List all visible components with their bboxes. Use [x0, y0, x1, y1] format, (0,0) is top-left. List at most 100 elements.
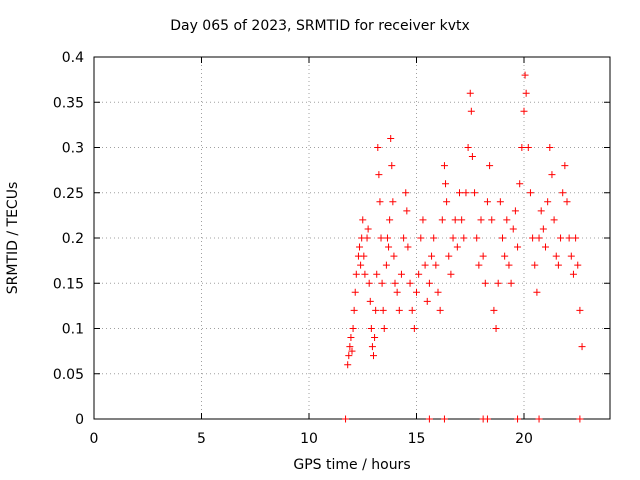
data-point	[359, 216, 367, 224]
data-point	[370, 352, 377, 360]
data-point	[404, 243, 412, 251]
data-point	[501, 252, 509, 260]
data-point	[451, 216, 459, 224]
data-point	[348, 347, 356, 355]
data-point	[492, 325, 500, 332]
data-point	[578, 343, 586, 351]
data-point	[415, 270, 423, 278]
x-tick-label: 15	[408, 431, 426, 447]
data-point	[360, 252, 368, 260]
data-point	[344, 361, 352, 369]
data-point	[488, 216, 496, 224]
data-point	[481, 279, 489, 287]
data-point	[400, 234, 408, 242]
data-point	[466, 89, 474, 97]
data-point	[559, 189, 567, 197]
data-point	[526, 189, 534, 197]
data-point	[533, 288, 541, 296]
data-point	[467, 107, 475, 115]
data-point	[507, 279, 515, 287]
data-point	[516, 180, 524, 188]
data-point	[371, 334, 379, 342]
data-point	[569, 270, 577, 278]
data-point	[440, 162, 448, 170]
data-point	[561, 162, 569, 170]
data-point	[460, 234, 468, 242]
data-point	[440, 415, 448, 423]
data-point	[479, 252, 487, 260]
data-point	[373, 270, 381, 278]
data-point	[388, 162, 396, 170]
x-axis-label: GPS time / hours	[293, 457, 411, 473]
data-point	[524, 144, 532, 151]
x-tick-label: 20	[515, 431, 533, 447]
data-point	[425, 415, 433, 423]
data-point	[413, 288, 420, 296]
data-point	[458, 216, 466, 224]
data-point	[356, 243, 364, 251]
grid	[94, 57, 610, 419]
data-point	[376, 198, 384, 206]
data-point	[505, 261, 513, 269]
data-points	[342, 71, 586, 423]
data-point	[473, 234, 481, 242]
data-point	[548, 171, 556, 179]
data-point	[456, 189, 463, 197]
data-point	[576, 415, 584, 423]
data-point	[565, 234, 573, 242]
data-point	[368, 343, 376, 351]
data-point	[537, 207, 545, 215]
data-point	[410, 325, 418, 332]
data-point	[462, 189, 470, 197]
data-point	[387, 134, 395, 142]
data-point	[490, 306, 498, 314]
data-point	[468, 153, 476, 161]
y-tick-label: 0.35	[53, 95, 84, 111]
data-point	[531, 261, 539, 269]
data-point	[346, 343, 354, 351]
data-point	[496, 198, 504, 206]
data-point	[357, 261, 365, 269]
data-point	[544, 198, 552, 206]
data-point	[499, 234, 506, 242]
axis-ticks: 0 0.05 0.1 0.15 0.2 0.25 0.3 0.35 0.4 0 5 10 15 20	[53, 50, 610, 447]
data-point	[542, 243, 549, 251]
data-point	[550, 216, 558, 224]
data-point	[447, 270, 455, 278]
data-point	[382, 261, 390, 269]
data-point	[379, 306, 387, 314]
data-point	[443, 198, 451, 206]
data-point	[374, 144, 382, 151]
data-point	[361, 270, 369, 278]
data-point	[393, 288, 401, 296]
data-point	[345, 352, 353, 360]
data-point	[511, 207, 519, 215]
x-tick-label: 5	[197, 431, 206, 447]
data-point	[380, 325, 388, 332]
data-point	[375, 171, 383, 179]
x-tick-label: 10	[300, 431, 318, 447]
data-point	[483, 415, 491, 423]
data-point	[386, 216, 394, 224]
y-tick-label: 0.3	[62, 141, 84, 157]
data-point	[535, 234, 543, 242]
data-point	[477, 216, 485, 224]
data-point	[372, 306, 380, 314]
data-point	[352, 270, 360, 278]
data-point	[436, 306, 444, 314]
data-point	[494, 279, 502, 287]
data-point	[385, 243, 393, 251]
data-point	[520, 107, 528, 115]
data-point	[347, 334, 355, 342]
data-point	[383, 234, 391, 242]
data-point	[390, 252, 398, 260]
data-point	[483, 198, 491, 206]
y-tick-label: 0.2	[62, 231, 84, 247]
data-point	[486, 162, 494, 170]
data-point	[514, 415, 522, 423]
data-point	[521, 71, 529, 79]
data-point	[503, 216, 511, 224]
data-point	[514, 243, 522, 251]
plot-frame	[93, 56, 611, 420]
